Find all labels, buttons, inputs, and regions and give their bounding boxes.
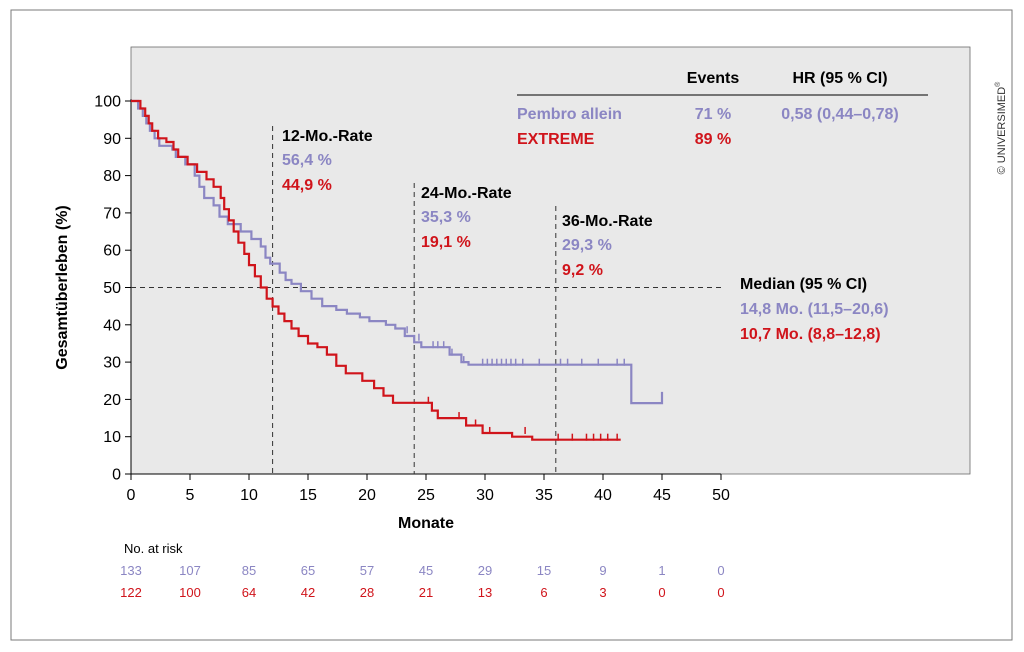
rate-pembro-24: 35,3 % — [421, 209, 471, 226]
at-risk-table: No. at risk13312210710085646542572845212… — [120, 541, 724, 600]
y-tick-label: 40 — [103, 317, 121, 334]
y-axis-label: Gesamtüberleben (%) — [54, 205, 71, 369]
y-tick-label: 0 — [112, 467, 121, 484]
at-risk-pembro: 133 — [120, 563, 142, 578]
y-tick-label: 100 — [94, 94, 121, 111]
pembro-survival-curve — [131, 99, 664, 405]
hr-table: Events HR (95 % CI) Pembro allein 71 % 0,58 … — [517, 70, 928, 148]
x-tick-label: 50 — [712, 487, 730, 504]
rate-pembro-36: 29,3 % — [562, 237, 612, 254]
at-risk-extreme: 13 — [478, 585, 492, 600]
median-extreme: 10,7 Mo. (8,8–12,8) — [740, 326, 881, 343]
at-risk-extreme: 0 — [658, 585, 665, 600]
rate-label-12: 12-Mo.-Rate — [282, 128, 373, 145]
survival-curves — [131, 99, 721, 474]
y-tick-label: 30 — [103, 355, 121, 372]
annotations: 12-Mo.-Rate 56,4 % 44,9 % 24-Mo.-Rate 35,3 %… — [282, 128, 889, 343]
x-axis-label: Monate — [398, 515, 454, 532]
y-tick-label: 60 — [103, 243, 121, 260]
table-header-hr: HR (95 % CI) — [792, 70, 887, 87]
at-risk-pembro: 57 — [360, 563, 374, 578]
x-tick-label: 20 — [358, 487, 376, 504]
table-row-name: EXTREME — [517, 131, 595, 148]
y-tick-label: 80 — [103, 168, 121, 185]
at-risk-label: No. at risk — [124, 541, 183, 556]
rate-label-24: 24-Mo.-Rate — [421, 185, 512, 202]
table-row-name: Pembro allein — [517, 106, 622, 123]
at-risk-pembro: 29 — [478, 563, 492, 578]
at-risk-extreme: 64 — [242, 585, 256, 600]
y-tick-label: 50 — [103, 280, 121, 297]
x-tick-label: 10 — [240, 487, 258, 504]
rate-extreme-12: 44,9 % — [282, 177, 332, 194]
at-risk-extreme: 42 — [301, 585, 315, 600]
table-row-events: 89 % — [695, 131, 731, 148]
x-tick-label: 5 — [186, 487, 195, 504]
at-risk-extreme: 6 — [540, 585, 547, 600]
at-risk-extreme: 0 — [717, 585, 724, 600]
median-title: Median (95 % CI) — [740, 276, 867, 293]
at-risk-pembro: 65 — [301, 563, 315, 578]
at-risk-pembro: 85 — [242, 563, 256, 578]
rate-extreme-24: 19,1 % — [421, 234, 471, 251]
at-risk-extreme: 21 — [419, 585, 433, 600]
at-risk-pembro: 15 — [537, 563, 551, 578]
axes: 0 10 20 30 40 50 60 70 80 90 100 0 5 10 15 20 25 30 35 40 45… — [54, 94, 730, 533]
at-risk-extreme: 3 — [599, 585, 606, 600]
x-tick-label: 25 — [417, 487, 435, 504]
y-tick-label: 70 — [103, 205, 121, 222]
x-tick-label: 15 — [299, 487, 317, 504]
y-tick-label: 20 — [103, 392, 121, 409]
at-risk-pembro: 45 — [419, 563, 433, 578]
table-header-events: Events — [687, 70, 740, 87]
y-tick-label: 10 — [103, 429, 121, 446]
rate-extreme-36: 9,2 % — [562, 262, 603, 279]
rate-pembro-12: 56,4 % — [282, 152, 332, 169]
table-row-hr: 0,58 (0,44–0,78) — [781, 106, 898, 123]
y-tick-label: 90 — [103, 131, 121, 148]
x-tick-label: 40 — [594, 487, 612, 504]
table-row-events: 71 % — [695, 106, 731, 123]
median-pembro: 14,8 Mo. (11,5–20,6) — [740, 301, 889, 318]
at-risk-pembro: 0 — [717, 563, 724, 578]
at-risk-pembro: 9 — [599, 563, 606, 578]
x-tick-label: 45 — [653, 487, 671, 504]
x-tick-label: 35 — [535, 487, 553, 504]
rate-label-36: 36-Mo.-Rate — [562, 213, 653, 230]
extreme-survival-curve — [131, 99, 621, 441]
at-risk-extreme: 28 — [360, 585, 374, 600]
copyright-text: © UNIVERSIMED® — [994, 81, 1008, 175]
at-risk-pembro: 1 — [658, 563, 665, 578]
at-risk-extreme: 122 — [120, 585, 142, 600]
x-tick-label: 0 — [127, 487, 136, 504]
at-risk-pembro: 107 — [179, 563, 201, 578]
x-tick-label: 30 — [476, 487, 494, 504]
at-risk-extreme: 100 — [179, 585, 201, 600]
